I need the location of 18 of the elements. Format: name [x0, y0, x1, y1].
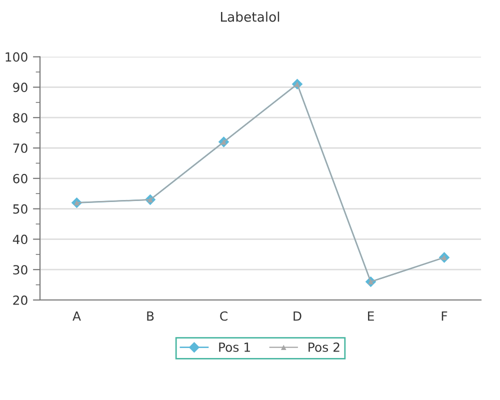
legend-label: Pos 1	[219, 342, 250, 352]
y-tick-label: 20	[13, 295, 28, 305]
x-tick-label: E	[368, 311, 374, 321]
y-tick-label: 90	[13, 82, 28, 92]
x-tick-label: D	[294, 311, 302, 321]
y-tick-label: 70	[13, 143, 28, 153]
y-tick-label: 40	[12, 234, 28, 244]
y-tick-label: 80	[13, 113, 28, 123]
x-tick-label: B	[147, 311, 154, 321]
x-tick-label: F	[442, 311, 448, 321]
y-tick-label: 50	[13, 204, 28, 214]
x-tick-label: C	[220, 311, 228, 321]
y-tick-label: 30	[13, 265, 28, 275]
chart-title: Labetalol	[220, 12, 280, 22]
legend-label: Pos 2	[308, 342, 340, 352]
x-tick-label: A	[72, 311, 81, 321]
y-tick-label: 60	[13, 174, 28, 184]
y-tick-label: 100	[6, 52, 28, 62]
